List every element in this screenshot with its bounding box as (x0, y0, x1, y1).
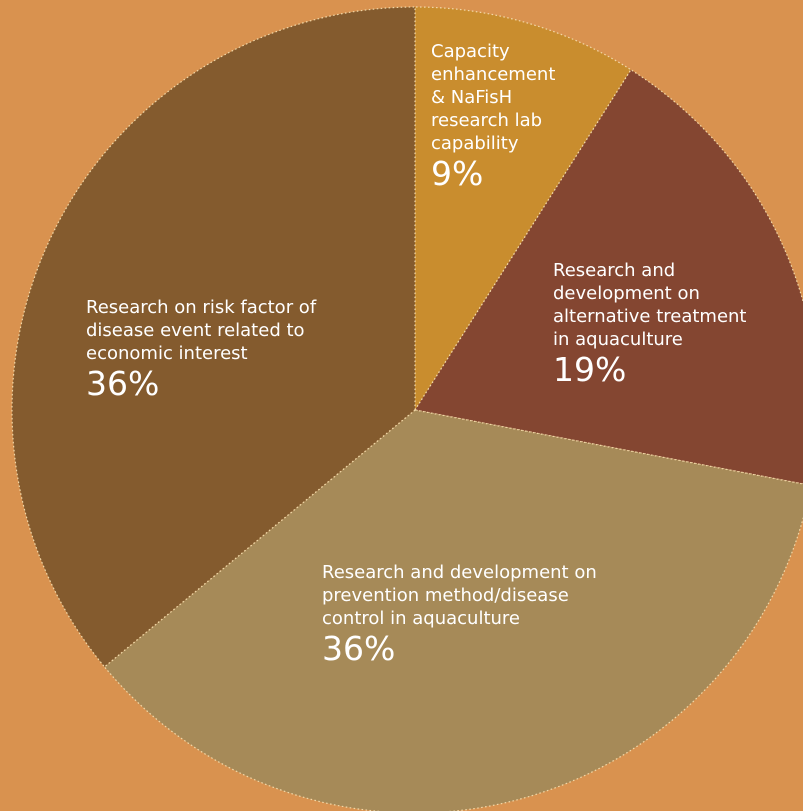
label-prevention-pct: 36% (322, 629, 396, 668)
label-capacity: Capacity enhancement & NaFisH research l… (431, 40, 555, 192)
label-alternative-treatment: Research and development on alternative … (553, 259, 747, 388)
slice-alternative-treatment (414, 68, 803, 485)
slice-capacity (414, 6, 632, 413)
label-risk-factor-pct: 36% (86, 364, 160, 403)
slice-prevention (103, 409, 803, 811)
label-risk-factor-name: Research on risk factor of disease event… (86, 297, 317, 364)
label-alternative-treatment-pct: 19% (553, 350, 627, 389)
label-risk-factor: Research on risk factor of disease event… (86, 296, 316, 402)
label-alternative-treatment-name: Research and development on alternative … (553, 260, 747, 350)
label-capacity-pct: 9% (431, 154, 484, 193)
label-capacity-name: Capacity enhancement & NaFisH research l… (431, 41, 556, 154)
label-prevention: Research and development on prevention m… (322, 561, 597, 667)
label-prevention-name: Research and development on prevention m… (322, 562, 597, 629)
slice-risk-factor (11, 6, 416, 668)
